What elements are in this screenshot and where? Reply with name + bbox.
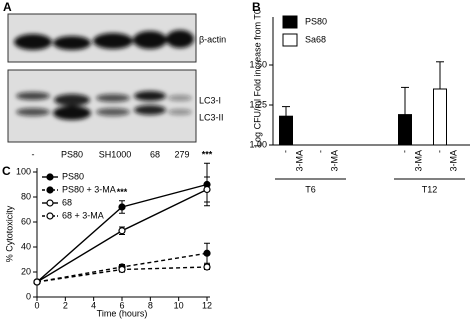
legend-label: 68 + 3-MA bbox=[62, 210, 104, 220]
y-tick-label: 60 bbox=[21, 216, 31, 226]
x-tick-label: 3-MA bbox=[329, 150, 339, 172]
panel-label: B bbox=[252, 0, 261, 14]
panel-label: C bbox=[2, 164, 11, 178]
point bbox=[118, 227, 126, 235]
y-tick-label: 20 bbox=[21, 266, 31, 276]
annotation: *** bbox=[117, 187, 128, 197]
x-tick-label: 12 bbox=[202, 300, 212, 310]
x-tick-label: - bbox=[399, 150, 409, 153]
y-axis-label: Log CFU/ml Fold increase from T0 bbox=[252, 9, 262, 147]
lane-label: - bbox=[32, 149, 35, 159]
legend-marker bbox=[46, 186, 54, 194]
point bbox=[203, 185, 211, 194]
x-tick-label: - bbox=[280, 150, 290, 153]
y-tick-label: 1.25 bbox=[249, 99, 267, 109]
point bbox=[203, 263, 211, 271]
legend-label: PS80 + 3-MA bbox=[62, 184, 116, 194]
x-tick-label: 3-MA bbox=[294, 150, 304, 172]
bar bbox=[433, 88, 447, 146]
x-tick-label: 0 bbox=[34, 300, 39, 310]
x-tick-label: 8 bbox=[148, 300, 153, 310]
y-tick-label: 0 bbox=[26, 291, 31, 301]
y-tick-label: 1.50 bbox=[249, 59, 267, 69]
bar bbox=[279, 115, 293, 146]
x-axis-label: Time (hours) bbox=[97, 308, 148, 318]
point bbox=[118, 203, 126, 211]
band-label: LC3-I bbox=[199, 95, 221, 105]
x-tick-label: 3-MA bbox=[413, 150, 423, 172]
group-label: T12 bbox=[422, 184, 438, 194]
lane-label: SH1000 bbox=[99, 149, 132, 159]
y-tick-label: 100 bbox=[16, 166, 31, 176]
legend-marker bbox=[46, 212, 54, 220]
point bbox=[118, 265, 126, 274]
bar bbox=[398, 114, 412, 146]
y-tick-label: 1.00 bbox=[249, 139, 267, 149]
x-tick-label: - bbox=[315, 150, 325, 153]
x-tick-label: 2 bbox=[63, 300, 68, 310]
annotation: *** bbox=[202, 150, 213, 160]
legend-label: PS80 bbox=[305, 16, 327, 26]
x-tick-label: - bbox=[434, 150, 444, 153]
band-label: LC3-II bbox=[199, 112, 224, 122]
blot-membrane bbox=[7, 69, 197, 143]
y-tick-label: 40 bbox=[21, 241, 31, 251]
lane-label: 68 bbox=[150, 149, 160, 159]
lc3-bands bbox=[16, 91, 192, 120]
x-tick-label: 3-MA bbox=[448, 150, 458, 172]
legend-marker bbox=[46, 173, 54, 181]
group-label: T6 bbox=[305, 184, 316, 194]
legend-label: PS80 bbox=[62, 171, 84, 181]
point bbox=[33, 278, 41, 286]
y-tick-label: 80 bbox=[21, 191, 31, 201]
x-tick-label: 4 bbox=[91, 300, 96, 310]
actin-bands bbox=[14, 30, 194, 50]
x-tick-label: 6 bbox=[119, 300, 124, 310]
legend-marker bbox=[46, 199, 54, 207]
band-label: β-actin bbox=[199, 34, 226, 44]
legend-label: Sa68 bbox=[305, 34, 326, 44]
lane-label: 279 bbox=[174, 149, 189, 159]
lane-label: PS80 bbox=[61, 149, 83, 159]
legend-swatch bbox=[282, 15, 298, 29]
legend-label: 68 bbox=[62, 197, 72, 207]
blot-panel: A β-actin LC3-I LC3-II - PS80 SH1000 bbox=[3, 0, 226, 159]
y-axis-label: % Cytotoxicity bbox=[4, 205, 14, 262]
point bbox=[203, 249, 211, 257]
panel-label: A bbox=[3, 0, 12, 14]
x-tick-label: 10 bbox=[174, 300, 184, 310]
legend-swatch bbox=[282, 33, 298, 47]
